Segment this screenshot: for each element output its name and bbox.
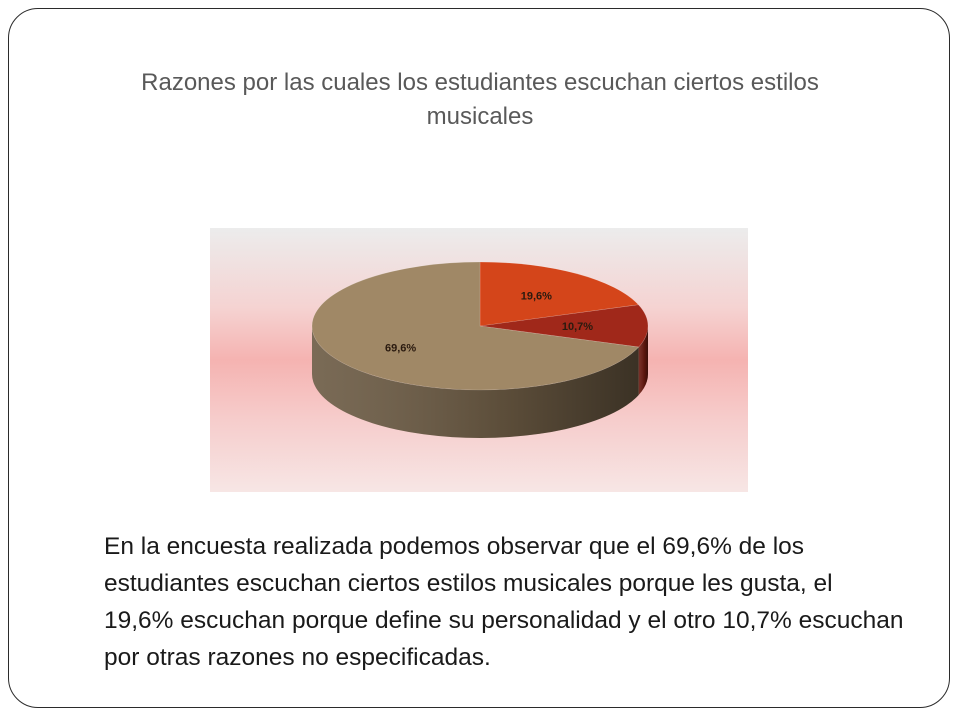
- pie-slice-10-7: [479, 304, 649, 348]
- pie-slice-19-6: [479, 261, 640, 327]
- description-text: En la encuesta realizada podemos observa…: [104, 533, 904, 671]
- slide-title: Razones por las cuales los estudiantes e…: [141, 69, 819, 130]
- pie-chart: 19,6% 10,7% 69,6%: [210, 228, 748, 492]
- pie-slice-10-7-label: 10,7%: [562, 321, 593, 333]
- pie-slice-69-6-side-shade: [312, 326, 639, 439]
- pie-slice-19-6-label: 19,6%: [521, 291, 552, 303]
- pie-slice-69-6: [311, 261, 640, 391]
- pie-slice-69-6-label: 69,6%: [385, 343, 416, 355]
- pie-chart-svg: 19,6% 10,7% 69,6%: [311, 261, 649, 439]
- pie-slice-10-7-side-shade: [638, 326, 648, 396]
